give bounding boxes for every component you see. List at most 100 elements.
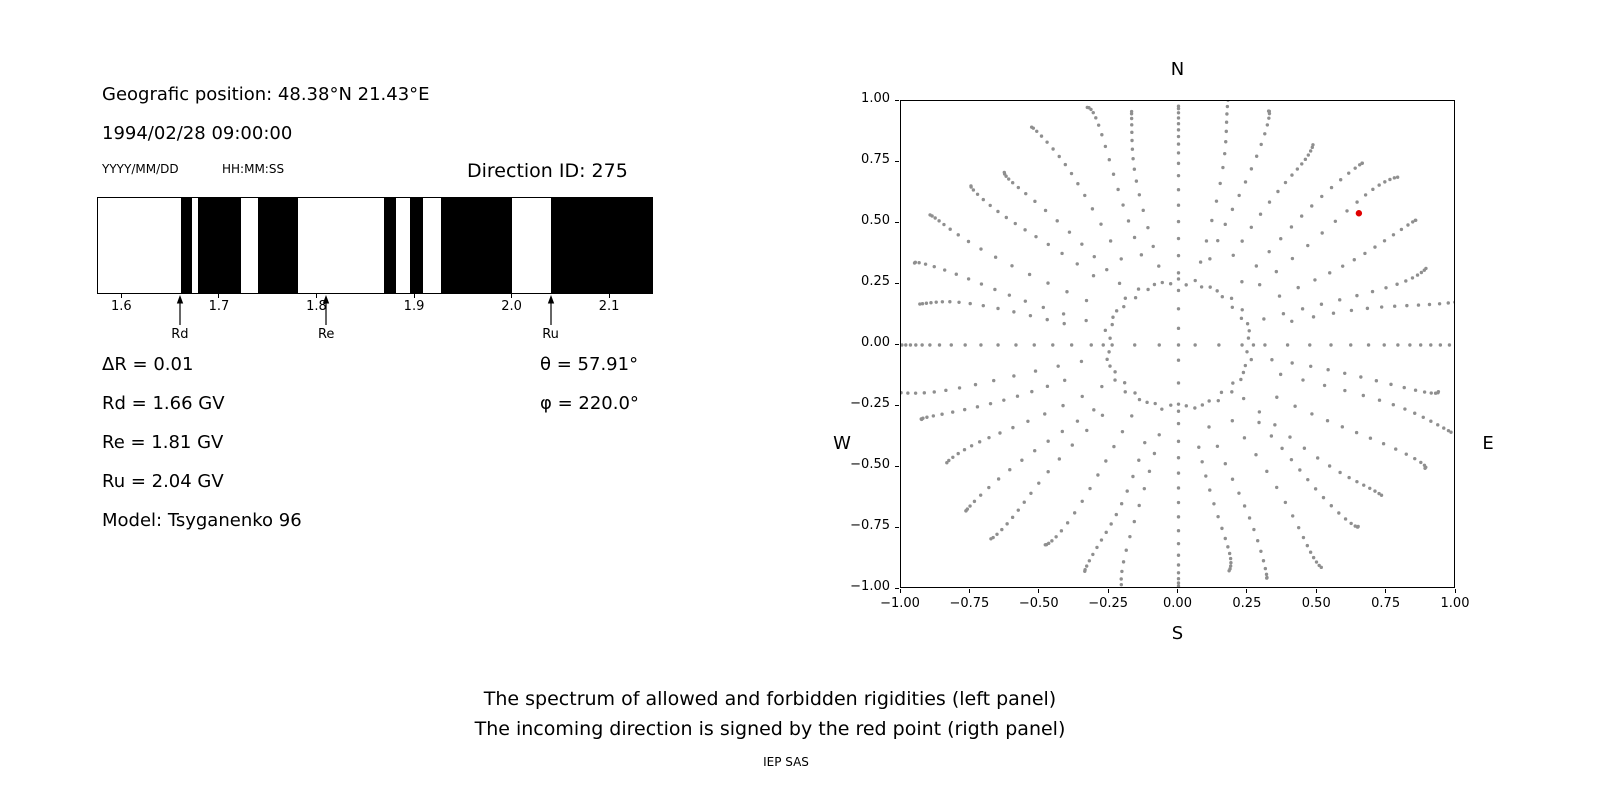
direction-dot bbox=[1008, 468, 1012, 472]
direction-dot bbox=[918, 302, 922, 306]
direction-dot bbox=[957, 300, 961, 305]
direction-dot bbox=[1208, 257, 1212, 261]
direction-dot bbox=[1046, 281, 1050, 285]
direction-dot bbox=[919, 417, 924, 422]
direction-dot bbox=[1320, 194, 1324, 199]
map-y-tick bbox=[895, 587, 899, 589]
direction-dot bbox=[933, 216, 937, 220]
direction-dot bbox=[1176, 553, 1181, 557]
direction-dot bbox=[1239, 377, 1243, 382]
direction-dot bbox=[1007, 293, 1012, 297]
map-y-tick-label: 0.50 bbox=[861, 213, 890, 228]
direction-dot bbox=[1033, 369, 1038, 373]
direction-dot bbox=[1240, 280, 1244, 284]
direction-dot bbox=[1197, 445, 1201, 449]
direction-dot bbox=[1141, 208, 1145, 213]
direction-dot bbox=[1046, 242, 1050, 247]
map-y-tick bbox=[895, 221, 899, 223]
direction-dot bbox=[1280, 446, 1284, 451]
direction-dot bbox=[1010, 515, 1015, 520]
direction-dot bbox=[1176, 381, 1181, 385]
direction-dot bbox=[1229, 561, 1233, 565]
direction-dot bbox=[1130, 123, 1134, 127]
direction-dot bbox=[1453, 300, 1454, 304]
direction-dot bbox=[1176, 581, 1181, 585]
direction-dot bbox=[925, 415, 929, 419]
direction-dot bbox=[1313, 278, 1317, 282]
direction-dot bbox=[1302, 446, 1307, 450]
direction-dot bbox=[1239, 316, 1244, 321]
direction-dot bbox=[1096, 123, 1101, 127]
direction-dot bbox=[1080, 499, 1084, 503]
direction-dot bbox=[1133, 295, 1138, 300]
direction-dot bbox=[1275, 395, 1279, 399]
direction-dot bbox=[1345, 209, 1349, 213]
direction-dot bbox=[1275, 485, 1279, 490]
direction-dot bbox=[1107, 158, 1111, 162]
direction-dot bbox=[1226, 545, 1230, 549]
map-x-tick bbox=[968, 589, 970, 593]
direction-dot bbox=[1311, 315, 1316, 319]
direction-dot bbox=[1368, 436, 1373, 440]
direction-dot bbox=[1121, 560, 1126, 564]
direction-dot bbox=[1240, 308, 1244, 312]
direction-dot bbox=[1152, 282, 1157, 287]
direction-dot bbox=[995, 532, 999, 536]
direction-dot bbox=[929, 301, 933, 305]
direction-dot bbox=[1084, 564, 1089, 568]
direction-dot bbox=[1363, 193, 1368, 197]
direction-dot bbox=[1114, 512, 1119, 517]
direction-dot bbox=[1355, 479, 1359, 484]
direction-dot bbox=[1436, 389, 1441, 394]
direction-dot bbox=[1043, 412, 1047, 416]
direction-dot bbox=[1223, 151, 1227, 156]
direction-dot bbox=[1176, 577, 1181, 581]
direction-dot bbox=[940, 412, 944, 416]
direction-dot bbox=[1249, 357, 1253, 362]
direction-dot bbox=[1237, 491, 1241, 495]
direction-dot bbox=[1176, 106, 1181, 111]
direction-dot bbox=[1319, 302, 1324, 306]
direction-dot bbox=[1301, 378, 1305, 382]
direction-id-text: Direction ID: 275 bbox=[467, 160, 628, 182]
direction-dot bbox=[1176, 277, 1181, 281]
direction-dot bbox=[1237, 193, 1241, 198]
direction-dot bbox=[932, 264, 936, 269]
direction-dot bbox=[1228, 564, 1233, 568]
direction-dot bbox=[1143, 440, 1147, 445]
direction-dot bbox=[1070, 443, 1074, 447]
direction-dot bbox=[1447, 343, 1452, 347]
direction-dot bbox=[1005, 522, 1009, 526]
direction-dot bbox=[1300, 307, 1305, 311]
direction-dot bbox=[917, 261, 921, 265]
direction-dot bbox=[1247, 516, 1252, 520]
direction-dot bbox=[1257, 283, 1262, 287]
direction-dot bbox=[1300, 162, 1304, 166]
direction-dot bbox=[1240, 239, 1244, 243]
direction-dot bbox=[1306, 153, 1311, 157]
direction-dot bbox=[1290, 256, 1295, 261]
direction-dot bbox=[1229, 296, 1234, 301]
direction-dot bbox=[1010, 264, 1014, 268]
map-x-tick bbox=[1107, 589, 1109, 593]
direction-dot bbox=[1278, 372, 1283, 377]
direction-dot bbox=[1227, 569, 1231, 573]
direction-dot bbox=[1422, 390, 1427, 394]
direction-dot bbox=[1414, 218, 1418, 222]
direction-dot bbox=[1277, 294, 1282, 298]
direction-dot bbox=[996, 306, 1000, 311]
direction-dot bbox=[1327, 464, 1332, 468]
direction-dot bbox=[1259, 549, 1263, 553]
direction-dot bbox=[1002, 398, 1006, 402]
direction-dot bbox=[1116, 187, 1120, 192]
direction-dot bbox=[1063, 162, 1068, 167]
direction-dot bbox=[1423, 466, 1427, 470]
direction-dot bbox=[1355, 293, 1359, 298]
direction-dot bbox=[1176, 571, 1181, 575]
direction-dot bbox=[1091, 552, 1095, 557]
direction-dot bbox=[1119, 582, 1124, 587]
direction-dot bbox=[1309, 364, 1313, 368]
direction-dot bbox=[1176, 456, 1181, 460]
direction-dot bbox=[1137, 458, 1141, 462]
marker-arrow-re bbox=[323, 295, 330, 325]
